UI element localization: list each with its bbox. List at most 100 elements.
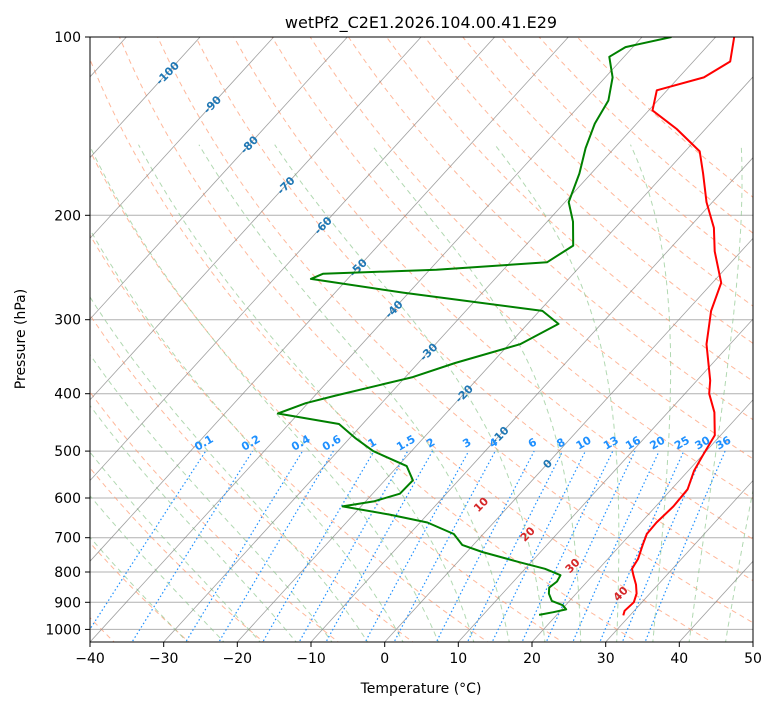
isotherm	[90, 37, 274, 239]
plot-frame	[89, 36, 754, 643]
moist-adiabat	[630, 144, 672, 642]
moist-adiabat	[90, 451, 261, 642]
mixing-ratio-line	[364, 450, 470, 642]
dry-adiabat	[90, 391, 340, 642]
plot-area: -100-90-80-70-60-50-40-30-20-10010203040…	[90, 37, 753, 642]
dry-adiabat	[195, 37, 753, 582]
isotherm	[310, 157, 753, 642]
x-tick-label: 50	[744, 651, 762, 667]
moist-adiabat	[90, 495, 225, 642]
dry-adiabat	[90, 58, 638, 642]
x-tick-label: 0	[380, 651, 389, 667]
y-tick-label: 400	[54, 387, 81, 403]
dry-adiabat	[347, 37, 753, 421]
mixing-ratio-label: 0.6	[320, 432, 344, 453]
dry-adiabat	[233, 37, 753, 540]
x-tick-label: −20	[223, 651, 253, 667]
isotherm	[605, 479, 753, 642]
mixing-ratio-label: 1.5	[394, 433, 417, 454]
moist-adiabat	[274, 144, 546, 642]
moist-adiabat	[198, 144, 510, 642]
isotherm	[458, 318, 753, 642]
moist-adiabat	[90, 536, 188, 642]
dewpoint-profile-line	[276, 37, 672, 616]
isotherm	[531, 399, 753, 642]
mixing-ratio-label: 20	[647, 433, 667, 452]
isotherm-label: -100	[153, 59, 182, 88]
mixing-ratio-line	[491, 450, 586, 642]
mixing-ratio-label: 3	[460, 436, 473, 451]
mixing-ratio-line	[621, 450, 705, 642]
isotherm	[90, 37, 348, 320]
mixing-ratio-label: 8	[554, 436, 567, 451]
isotherm	[679, 560, 753, 642]
mixing-ratio-line	[521, 450, 614, 642]
mixing-ratio-label: 6	[526, 435, 539, 450]
moist-adiabats	[90, 144, 753, 642]
x-axis-label: Temperature (°C)	[360, 681, 482, 697]
isotherm	[90, 37, 569, 562]
mixing-ratio-label: 0.1	[192, 433, 215, 454]
dry-adiabat	[90, 313, 414, 642]
dry-adiabat	[90, 234, 489, 642]
temperature-label: 20	[518, 524, 538, 544]
mixing-ratio-line	[644, 450, 726, 642]
isotherm	[752, 641, 753, 642]
moist-adiabat	[688, 144, 743, 642]
mixing-ratio-label: 1	[366, 436, 379, 451]
y-tick-label: 900	[54, 595, 81, 611]
y-tick-label: 200	[54, 208, 81, 224]
dry-adiabats	[90, 37, 753, 642]
moist-adiabat	[494, 144, 620, 642]
axes-ticks: −40 −30 −20 −10 0 10 20 30 40 5010020030040050060…	[45, 30, 762, 667]
mixing-ratio-label: 13	[601, 434, 621, 453]
x-tick-label: −10	[296, 651, 326, 667]
temperature-profile-line	[622, 37, 736, 616]
y-tick-label: 800	[54, 565, 81, 581]
moist-adiabat	[90, 296, 369, 642]
mixing-ratio-label: 25	[672, 434, 692, 453]
moist-adiabat	[138, 144, 475, 642]
moist-adiabat	[90, 145, 440, 642]
dry-adiabat	[271, 37, 753, 500]
y-tick-label: 700	[54, 531, 81, 547]
moist-adiabat	[90, 404, 297, 642]
x-tick-label: 40	[670, 651, 688, 667]
mixing-ratio-line	[435, 450, 535, 642]
mixing-ratio-line	[545, 450, 636, 642]
x-tick-label: −40	[75, 651, 105, 667]
y-tick-label: 1000	[45, 622, 81, 638]
mixing-ratio-lines	[90, 450, 726, 642]
dry-adiabat	[538, 37, 753, 234]
profile-series	[276, 37, 736, 616]
pressure-gridlines	[90, 37, 753, 630]
isotherm	[163, 37, 716, 642]
x-tick-label: 10	[449, 651, 467, 667]
dry-adiabat	[90, 149, 564, 642]
isotherm	[90, 37, 201, 159]
x-tick-label: −30	[149, 651, 179, 667]
chart-title: wetPf2_C2E1.2026.104.00.41.E29	[285, 13, 557, 33]
isotherm	[90, 37, 495, 482]
mixing-ratio-line	[131, 450, 254, 642]
mixing-ratio-label: 36	[713, 433, 733, 452]
isotherm	[237, 76, 753, 642]
moist-adiabat	[725, 488, 753, 642]
y-tick-label: 300	[54, 313, 81, 329]
dry-adiabat	[500, 37, 753, 271]
mixing-ratio-line	[466, 450, 564, 642]
isotherm	[90, 37, 422, 401]
temperature-label: 40	[611, 584, 631, 604]
mixing-ratio-line	[262, 450, 375, 642]
moist-adiabat	[90, 228, 404, 642]
mixing-ratio-line	[90, 450, 207, 631]
dry-adiabat	[424, 37, 753, 344]
dry-adiabat	[157, 37, 753, 624]
dry-adiabat	[118, 37, 713, 642]
y-axis-label: Pressure (hPa)	[13, 289, 29, 389]
isotherm	[90, 37, 643, 642]
isotherm	[384, 237, 753, 642]
mixing-ratio-line	[185, 450, 304, 642]
mixing-ratio-line	[298, 450, 409, 642]
